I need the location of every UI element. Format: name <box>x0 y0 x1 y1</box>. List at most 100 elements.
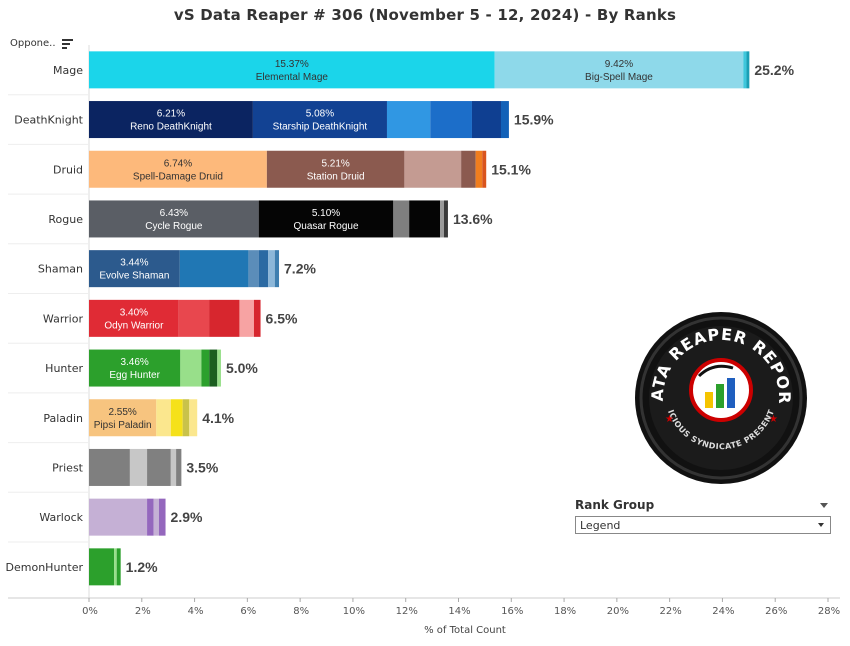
bar-segment <box>201 349 210 387</box>
rank-group-menu-icon[interactable] <box>820 502 828 508</box>
category-label: Hunter <box>45 362 83 375</box>
bar-total-label: 3.5% <box>186 459 218 475</box>
svg-text:★: ★ <box>665 414 674 425</box>
bar-segment <box>239 299 254 337</box>
category-label: Paladin <box>43 412 83 425</box>
x-tick-label: 26% <box>765 606 787 617</box>
bar-segment <box>248 250 259 288</box>
bar-segment <box>386 101 431 139</box>
rank-group-selected: Legend <box>580 518 621 532</box>
segment-deck-label: Cycle Rogue <box>145 221 203 232</box>
bar-total-label: 13.6% <box>453 211 493 227</box>
bar-total-label: 2.9% <box>171 509 203 525</box>
x-tick-label: 6% <box>240 606 256 617</box>
bar-segment <box>252 101 387 139</box>
segment-percent-label: 2.55% <box>108 407 136 418</box>
category-label: Rogue <box>48 213 83 226</box>
bar-segment <box>116 548 121 586</box>
bar-segment <box>89 399 157 437</box>
segment-percent-label: 3.46% <box>120 357 148 368</box>
bar-segment <box>89 150 267 188</box>
bar-segment <box>89 51 495 89</box>
bar-segment <box>158 498 166 536</box>
bar-total-label: 6.5% <box>266 310 298 326</box>
bar-segment <box>430 101 472 139</box>
x-tick-label: 2% <box>135 606 151 617</box>
bar-segment <box>217 349 221 387</box>
bar-segment <box>258 250 269 288</box>
bar-segment <box>89 299 179 337</box>
bar-segment <box>266 150 405 188</box>
bar-segment <box>461 150 476 188</box>
bar-segment <box>475 150 483 188</box>
bar-segment <box>89 349 181 387</box>
bar-total-label: 4.1% <box>202 410 234 426</box>
rank-group-select[interactable]: Legend <box>575 516 831 534</box>
segment-percent-label: 15.37% <box>275 59 309 70</box>
bar-segment <box>443 200 448 238</box>
chevron-down-icon <box>818 523 824 527</box>
segment-deck-label: Starship DeathKnight <box>273 122 368 133</box>
segment-percent-label: 3.44% <box>120 258 148 269</box>
bar-segment <box>500 101 509 139</box>
chart-title: vS Data Reaper # 306 (November 5 - 12, 2… <box>173 6 677 24</box>
segment-percent-label: 5.21% <box>321 158 349 169</box>
opponent-header-label: Oppone.. <box>10 38 56 49</box>
data-reaper-logo: DATA REAPER REPORT VICIOUS SYNDICATE PRE… <box>633 310 807 484</box>
x-tick-label: 18% <box>554 606 576 617</box>
bar-segment <box>89 200 259 238</box>
category-label: DeathKnight <box>14 114 83 127</box>
segment-percent-label: 9.42% <box>605 59 633 70</box>
bar-segment <box>274 250 280 288</box>
x-tick-label: 24% <box>712 606 734 617</box>
bar-total-label: 15.9% <box>514 112 554 128</box>
segment-percent-label: 6.74% <box>164 158 192 169</box>
x-tick-label: 10% <box>343 606 365 617</box>
category-label: DemonHunter <box>6 561 84 574</box>
x-tick-label: 14% <box>448 606 470 617</box>
bar-segment <box>178 299 210 337</box>
bar-segment <box>189 399 198 437</box>
segment-deck-label: Elemental Mage <box>256 72 329 83</box>
svg-text:★: ★ <box>769 414 778 425</box>
segment-deck-label: Quasar Rogue <box>293 221 358 232</box>
bar-segment <box>404 150 462 188</box>
bar-segment <box>746 51 750 89</box>
bar-segment <box>182 399 190 437</box>
x-tick-label: 0% <box>82 606 98 617</box>
sort-icon[interactable] <box>61 38 74 49</box>
bar-segment <box>209 299 240 337</box>
category-label: Priest <box>52 461 84 474</box>
segment-percent-label: 5.10% <box>312 208 340 219</box>
bar-total-label: 5.0% <box>226 360 258 376</box>
bar-segment <box>114 548 117 586</box>
rank-group-filter: Rank Group Legend <box>575 498 831 534</box>
bar-segment <box>268 250 275 288</box>
bar-segment <box>176 448 182 486</box>
segment-deck-label: Pipsi Paladin <box>94 420 152 431</box>
bar-segment <box>482 150 487 188</box>
segment-deck-label: Egg Hunter <box>109 370 160 381</box>
bar-segment <box>253 299 261 337</box>
bar-total-label: 7.2% <box>284 261 316 277</box>
x-tick-label: 16% <box>501 606 523 617</box>
bar-total-label: 15.1% <box>491 161 531 177</box>
bar-segment <box>89 498 148 536</box>
category-label: Shaman <box>38 263 83 276</box>
bar-segment <box>147 498 154 536</box>
x-tick-label: 22% <box>660 606 682 617</box>
segment-percent-label: 5.08% <box>306 109 334 120</box>
bar-segment <box>89 548 115 586</box>
bar-total-label: 25.2% <box>754 62 794 78</box>
x-tick-label: 12% <box>396 606 418 617</box>
category-label: Warlock <box>39 511 83 524</box>
bar-segment <box>471 101 501 139</box>
opponent-column-header[interactable]: Oppone.. <box>10 38 74 49</box>
bar-segment <box>494 51 744 89</box>
bar-segment <box>170 448 177 486</box>
segment-deck-label: Station Druid <box>307 171 365 182</box>
bar-segment <box>743 51 747 89</box>
bar-total-label: 1.2% <box>126 559 158 575</box>
category-label: Warrior <box>43 312 84 325</box>
